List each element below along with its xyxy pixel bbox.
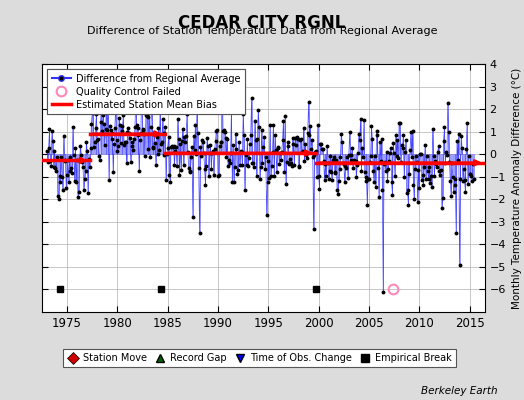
Y-axis label: Monthly Temperature Anomaly Difference (°C): Monthly Temperature Anomaly Difference (…: [511, 67, 521, 309]
Legend: Difference from Regional Average, Quality Control Failed, Estimated Station Mean: Difference from Regional Average, Qualit…: [47, 69, 245, 114]
Legend: Station Move, Record Gap, Time of Obs. Change, Empirical Break: Station Move, Record Gap, Time of Obs. C…: [63, 349, 456, 367]
Text: Berkeley Earth: Berkeley Earth: [421, 386, 498, 396]
Text: Difference of Station Temperature Data from Regional Average: Difference of Station Temperature Data f…: [87, 26, 437, 36]
Text: CEDAR CITY RGNL: CEDAR CITY RGNL: [178, 14, 346, 32]
